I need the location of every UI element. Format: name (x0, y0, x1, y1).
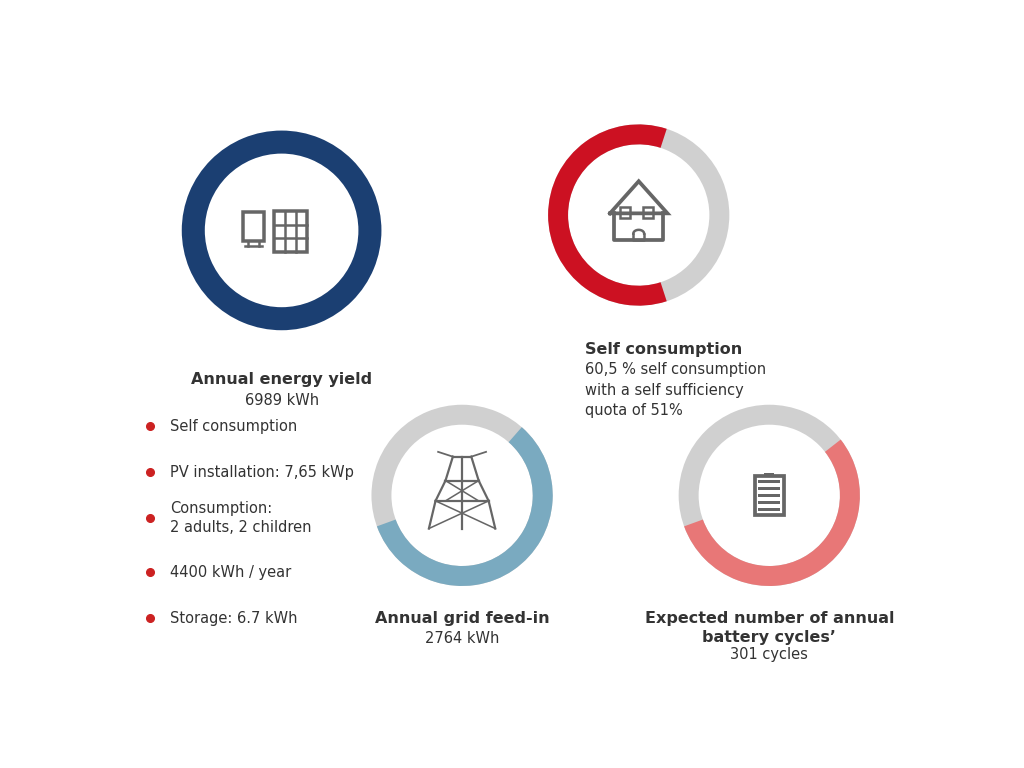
Text: 2764 kWh: 2764 kWh (425, 631, 500, 647)
Bar (759, 508, 780, 511)
Bar (759, 501, 780, 504)
Text: 4400 kWh / year: 4400 kWh / year (170, 564, 292, 580)
Text: Annual grid feed-in: Annual grid feed-in (375, 611, 550, 626)
Wedge shape (182, 131, 381, 330)
Bar (759, 480, 780, 483)
Text: Storage: 6.7 kWh: Storage: 6.7 kWh (170, 611, 298, 626)
Bar (621, 207, 630, 218)
Circle shape (569, 146, 708, 284)
Circle shape (700, 426, 839, 564)
Text: PV installation: 7,65 kWp: PV installation: 7,65 kWp (170, 465, 354, 480)
Wedge shape (684, 439, 860, 586)
Wedge shape (548, 124, 667, 306)
Text: 301 cycles: 301 cycles (730, 647, 808, 662)
Text: Annual energy yield: Annual energy yield (191, 372, 372, 388)
Text: Self consumption: Self consumption (585, 342, 742, 357)
Text: Expected number of annual
battery cycles’: Expected number of annual battery cycles… (644, 611, 894, 645)
Wedge shape (372, 405, 553, 586)
Circle shape (393, 426, 531, 564)
Text: Consumption:
2 adults, 2 children: Consumption: 2 adults, 2 children (170, 502, 311, 535)
Text: Self consumption: Self consumption (170, 419, 298, 434)
Wedge shape (679, 405, 860, 586)
Text: 6989 kWh: 6989 kWh (245, 393, 318, 409)
Wedge shape (548, 124, 729, 306)
Bar (759, 487, 780, 490)
Text: 60,5 % self consumption
with a self sufficiency
quota of 51%: 60,5 % self consumption with a self suff… (585, 362, 766, 419)
Bar (244, 213, 264, 241)
Bar (643, 207, 652, 218)
Bar (755, 476, 783, 515)
Bar (764, 472, 774, 476)
Circle shape (207, 155, 357, 306)
Bar (274, 211, 306, 252)
Bar (759, 494, 780, 497)
Wedge shape (377, 427, 553, 586)
